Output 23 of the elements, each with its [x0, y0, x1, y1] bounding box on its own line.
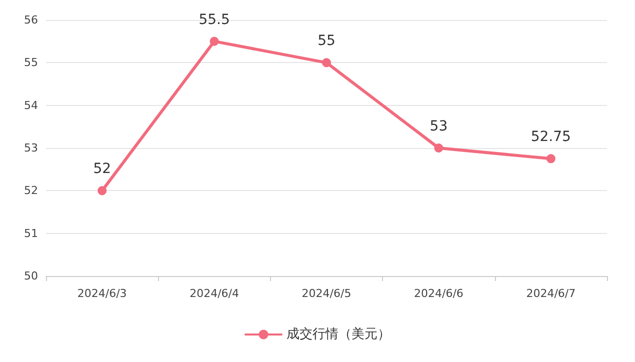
y-tick-label: 54: [24, 98, 38, 112]
legend-label: 成交行情（美元）: [286, 326, 390, 342]
data-label: 55.5: [198, 12, 230, 28]
point: [98, 186, 107, 196]
point: [210, 36, 219, 46]
y-tick-label: 52: [24, 184, 38, 198]
y-tick-label: 50: [24, 270, 38, 282]
y-tick-label: 56: [24, 14, 38, 26]
x-tick-label: 2024/6/3: [77, 287, 127, 300]
x-tick-label: 2024/6/7: [526, 287, 576, 300]
data-label: 52: [93, 161, 112, 178]
point: [434, 144, 444, 152]
data-label: 53: [430, 118, 448, 134]
x-tick-label: 2024/6/6: [414, 287, 464, 300]
y-tick-label: 55: [24, 56, 38, 70]
data-label: 55: [318, 33, 336, 50]
y-tick-label: 51: [24, 226, 38, 240]
data-label: 52.75: [530, 129, 571, 146]
x-tick-label: 2024/6/4: [190, 287, 240, 300]
point: [322, 58, 331, 68]
point: [546, 154, 556, 164]
y-tick-label: 53: [24, 142, 38, 154]
x-tick-label: 2024/6/5: [302, 287, 352, 300]
